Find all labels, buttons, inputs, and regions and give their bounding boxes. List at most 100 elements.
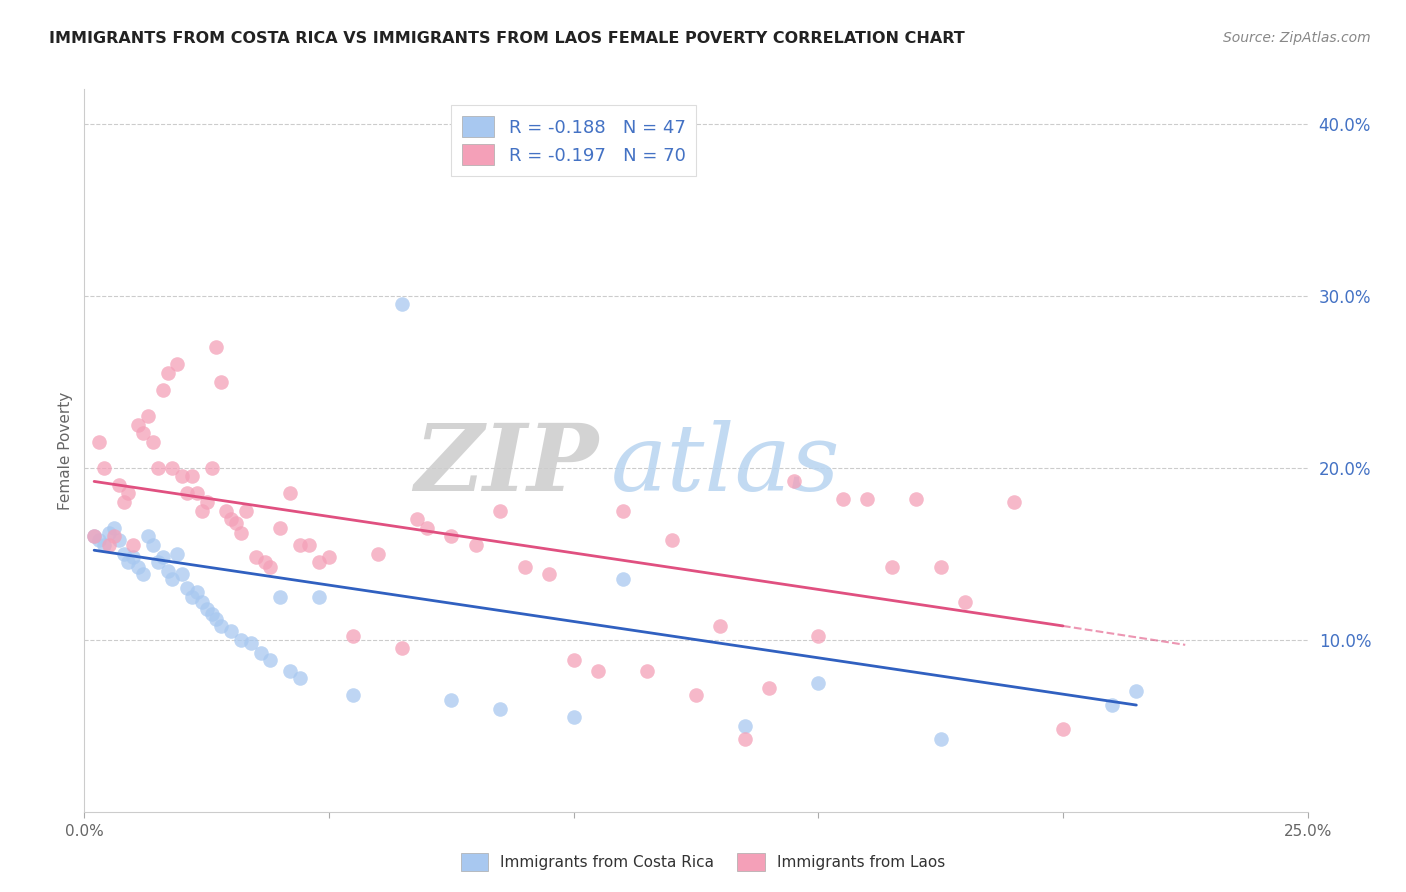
- Point: [195, 495, 218, 509]
- Point: [440, 693, 463, 707]
- Point: [127, 417, 149, 432]
- Text: ZIP: ZIP: [413, 420, 598, 510]
- Point: [807, 675, 830, 690]
- Point: [186, 584, 208, 599]
- Point: [117, 486, 139, 500]
- Point: [200, 607, 222, 621]
- Point: [152, 384, 174, 398]
- Point: [308, 555, 330, 569]
- Point: [112, 495, 135, 509]
- Point: [215, 503, 238, 517]
- Point: [278, 486, 301, 500]
- Point: [87, 533, 110, 547]
- Point: [93, 538, 115, 552]
- Point: [172, 469, 194, 483]
- Point: [219, 512, 242, 526]
- Point: [205, 612, 228, 626]
- Point: [162, 573, 184, 587]
- Text: IMMIGRANTS FROM COSTA RICA VS IMMIGRANTS FROM LAOS FEMALE POVERTY CORRELATION CH: IMMIGRANTS FROM COSTA RICA VS IMMIGRANTS…: [49, 31, 965, 46]
- Point: [342, 688, 364, 702]
- Point: [136, 409, 159, 423]
- Point: [1052, 722, 1074, 736]
- Point: [103, 521, 125, 535]
- Point: [288, 671, 311, 685]
- Point: [929, 732, 952, 747]
- Point: [259, 653, 281, 667]
- Point: [156, 564, 179, 578]
- Point: [513, 560, 536, 574]
- Point: [298, 538, 321, 552]
- Point: [229, 526, 252, 541]
- Point: [107, 478, 129, 492]
- Point: [758, 681, 780, 695]
- Point: [288, 538, 311, 552]
- Point: [416, 521, 439, 535]
- Point: [209, 375, 232, 389]
- Point: [406, 512, 429, 526]
- Point: [93, 460, 115, 475]
- Point: [308, 590, 330, 604]
- Point: [831, 491, 853, 506]
- Point: [156, 366, 179, 380]
- Point: [152, 550, 174, 565]
- Point: [195, 601, 218, 615]
- Point: [269, 521, 291, 535]
- Point: [856, 491, 879, 506]
- Point: [538, 567, 561, 582]
- Point: [586, 664, 609, 678]
- Point: [953, 595, 976, 609]
- Point: [269, 590, 291, 604]
- Point: [229, 632, 252, 647]
- Point: [122, 538, 145, 552]
- Point: [245, 550, 267, 565]
- Point: [880, 560, 903, 574]
- Point: [200, 460, 222, 475]
- Point: [318, 550, 340, 565]
- Point: [391, 297, 413, 311]
- Point: [186, 486, 208, 500]
- Point: [1101, 698, 1123, 712]
- Point: [181, 590, 204, 604]
- Point: [905, 491, 928, 506]
- Point: [612, 503, 634, 517]
- Point: [166, 358, 188, 372]
- Point: [235, 503, 257, 517]
- Point: [87, 434, 110, 449]
- Point: [136, 529, 159, 543]
- Point: [685, 688, 707, 702]
- Point: [176, 486, 198, 500]
- Text: Source: ZipAtlas.com: Source: ZipAtlas.com: [1223, 31, 1371, 45]
- Point: [142, 538, 165, 552]
- Point: [259, 560, 281, 574]
- Point: [219, 624, 242, 639]
- Point: [734, 732, 756, 747]
- Point: [225, 516, 247, 530]
- Point: [83, 529, 105, 543]
- Point: [112, 547, 135, 561]
- Legend: R = -0.188   N = 47, R = -0.197   N = 70: R = -0.188 N = 47, R = -0.197 N = 70: [451, 105, 696, 176]
- Point: [83, 529, 105, 543]
- Point: [636, 664, 658, 678]
- Text: atlas: atlas: [610, 420, 839, 510]
- Point: [181, 469, 204, 483]
- Point: [132, 426, 155, 441]
- Point: [391, 641, 413, 656]
- Point: [117, 555, 139, 569]
- Point: [205, 340, 228, 354]
- Point: [122, 550, 145, 565]
- Point: [97, 526, 120, 541]
- Point: [127, 560, 149, 574]
- Point: [562, 710, 585, 724]
- Point: [191, 595, 214, 609]
- Point: [162, 460, 184, 475]
- Legend: Immigrants from Costa Rica, Immigrants from Laos: Immigrants from Costa Rica, Immigrants f…: [454, 847, 952, 877]
- Point: [97, 538, 120, 552]
- Point: [166, 547, 188, 561]
- Point: [172, 567, 194, 582]
- Point: [440, 529, 463, 543]
- Point: [1002, 495, 1025, 509]
- Point: [661, 533, 683, 547]
- Point: [176, 581, 198, 595]
- Point: [464, 538, 486, 552]
- Point: [142, 434, 165, 449]
